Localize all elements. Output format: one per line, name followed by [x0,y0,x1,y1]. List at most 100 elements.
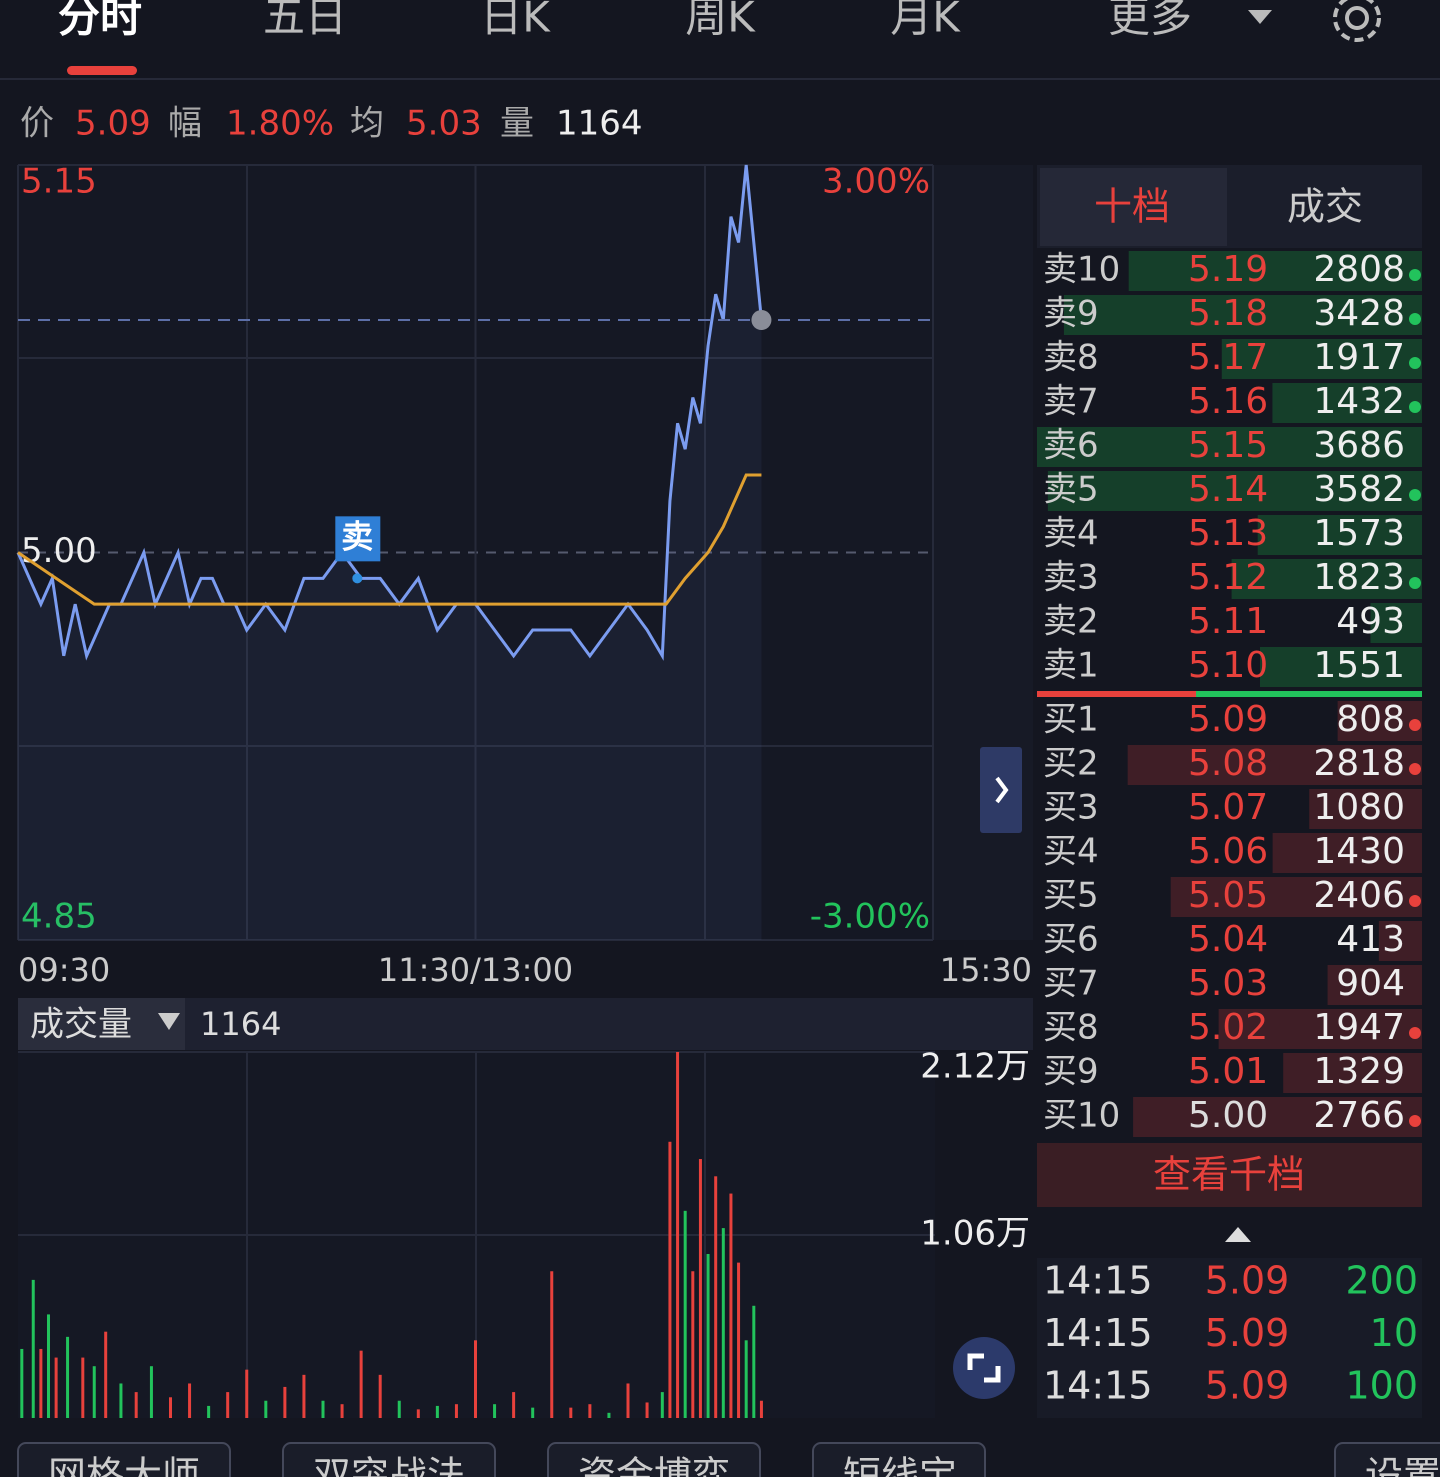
y-tick-label: 1.06万 [920,1214,1030,1254]
tab[interactable]: 周K [685,0,756,42]
level-price: 5.02 [1188,1007,1268,1048]
tool-label[interactable]: 资金博弈 [578,1454,730,1477]
trade-badge[interactable] [335,516,381,562]
ask-depth-bar [1047,471,1422,511]
bid-depth-bar [1327,965,1422,1005]
volume-bar [92,1366,96,1418]
level-volume: 904 [1336,963,1405,1004]
indicator-name[interactable]: 成交量 [30,1005,132,1045]
bid-depth-bar [1133,1097,1422,1137]
active-orderbook-tab[interactable] [1040,168,1227,246]
tool-label[interactable]: 双突战法 [313,1454,465,1477]
volume-bar [435,1405,439,1418]
depth-button-label[interactable]: 查看千档 [1153,1153,1305,1197]
tool-button[interactable] [17,1442,231,1477]
volume-bar [31,1279,35,1418]
tool-label[interactable]: 短线宝 [843,1454,957,1477]
x-tick-label: 09:30 [18,951,110,989]
depth-button[interactable] [1037,1143,1422,1207]
level-label: 卖9 [1043,294,1099,334]
level-price: 5.14 [1188,469,1268,510]
trade-point [352,573,363,584]
volume-bar [698,1159,702,1418]
orderbook-tab[interactable]: 成交 [1287,185,1363,229]
level-label: 买2 [1043,744,1099,784]
tab[interactable]: 日K [480,0,551,42]
level-price: 5.18 [1188,293,1268,334]
level-price: 5.16 [1188,381,1268,422]
tool-button[interactable] [547,1442,761,1477]
level-label: 卖10 [1043,250,1120,290]
level-price: 5.09 [1188,699,1268,740]
indicator-dropdown-arrow [158,1013,180,1030]
volume-bar [321,1400,325,1418]
trade-volume: 10 [1370,1311,1418,1355]
bid-depth-bar [1127,745,1422,785]
trade-volume: 100 [1345,1364,1418,1408]
level-price: 5.05 [1188,875,1268,916]
volume-bar [39,1348,43,1418]
level-flag [1409,269,1421,281]
ask-depth-bar [1221,339,1422,379]
level-flag [1409,577,1421,589]
volume-bar [588,1404,592,1418]
level-price: 5.08 [1188,743,1268,784]
bid-depth-bar [1272,833,1422,873]
indicator-value: 1164 [200,1005,281,1043]
y-tick-label: 5.00 [21,531,97,571]
collapse-arrow[interactable] [1225,1227,1251,1242]
tab[interactable]: 更多 [1108,0,1192,42]
volume-bar [512,1392,516,1418]
level-label: 卖5 [1043,470,1099,510]
volume-bar [104,1331,108,1418]
more-dropdown-arrow[interactable] [1248,10,1272,24]
volume-bar [454,1404,458,1418]
volume-bar [169,1397,172,1418]
tool-button[interactable] [282,1442,496,1477]
volume-bar [668,1141,672,1418]
volume-bar [283,1386,287,1418]
trade-price: 5.09 [1205,1364,1290,1408]
tab[interactable]: 月K [890,0,961,42]
level-label: 买4 [1043,832,1099,872]
level-volume: 2766 [1313,1095,1405,1136]
level-volume: 1947 [1313,1007,1405,1048]
tool-button[interactable] [812,1442,986,1477]
level-volume: 413 [1336,919,1405,960]
level-label: 买6 [1043,920,1099,960]
trade-price: 5.09 [1205,1311,1290,1355]
volume-bar [714,1176,718,1418]
tool-button[interactable] [1334,1442,1440,1477]
tab[interactable]: 分时 [58,0,142,42]
level-label: 买10 [1043,1096,1120,1136]
level-label: 卖2 [1043,602,1099,642]
tool-label[interactable]: 设置 [1365,1454,1440,1477]
fullscreen-button[interactable] [953,1337,1015,1399]
level-price: 5.06 [1188,831,1268,872]
tab[interactable]: 五日 [263,0,347,42]
orderbook-tab[interactable]: 十档 [1094,185,1170,229]
volume-bar [54,1357,58,1418]
level-volume: 1823 [1313,557,1405,598]
tool-label[interactable]: 网格大师 [48,1454,200,1477]
level-price: 5.12 [1188,557,1268,598]
ask-depth-bar [1037,427,1422,467]
level-price: 5.11 [1188,601,1268,642]
volume-bar [47,1314,50,1418]
level-volume: 3686 [1313,425,1405,466]
last-price-dot [751,310,772,330]
level-volume: 1329 [1313,1051,1405,1092]
ask-depth-bar [1128,251,1422,291]
volume-bar [302,1374,306,1418]
level-volume: 1573 [1313,513,1405,554]
volume-bar [660,1392,664,1418]
volume-bar [81,1357,85,1418]
settings-icon[interactable] [1333,0,1381,42]
level-flag [1409,313,1421,325]
volume-bar [119,1383,123,1418]
level-label: 买9 [1043,1052,1099,1092]
trade-volume: 200 [1345,1259,1418,1303]
indicator-selector[interactable] [18,998,185,1050]
expand-panel-button[interactable] [980,747,1022,833]
